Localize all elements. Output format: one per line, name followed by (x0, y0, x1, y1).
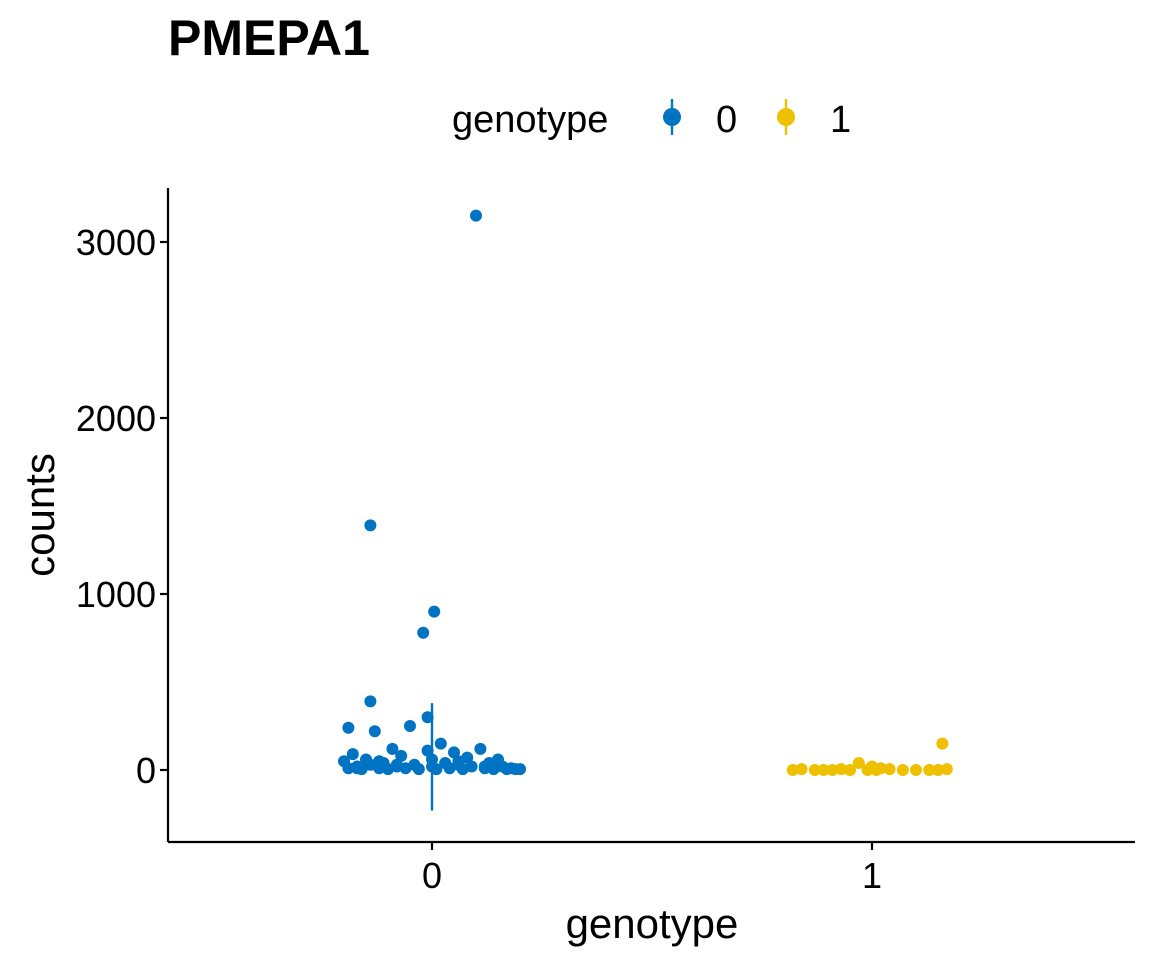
legend-entry-1: 1 (777, 99, 851, 141)
data-point (514, 763, 526, 776)
data-point (465, 760, 478, 773)
y-tick-label: 3000 (76, 222, 156, 263)
series-0 (338, 209, 526, 811)
data-point (346, 748, 359, 761)
y-tick-label: 2000 (76, 398, 156, 439)
x-tick-label: 1 (862, 855, 882, 896)
legend-key-point (777, 108, 795, 126)
data-point (795, 763, 808, 776)
data-point (936, 737, 949, 750)
data-point (351, 762, 364, 775)
data-point (412, 763, 425, 776)
data-point (808, 764, 821, 776)
legend-title: genotype (452, 99, 608, 141)
legend-key-point (663, 108, 681, 126)
data-point (896, 764, 909, 776)
data-point (452, 755, 465, 768)
legend-label: 0 (716, 99, 737, 141)
data-point (910, 764, 922, 776)
data-point (421, 711, 434, 724)
data-point (368, 725, 381, 738)
data-point (786, 764, 799, 776)
data-point (817, 764, 830, 776)
data-point (923, 764, 936, 776)
data-point (434, 737, 447, 750)
y-axis: 0 1000 2000 3000 (76, 188, 170, 842)
chart-title: PMEPA1 (168, 10, 370, 66)
data-point (478, 760, 491, 773)
data-point (874, 762, 887, 775)
data-point (835, 763, 848, 776)
data-point (940, 763, 953, 776)
x-tick-label: 0 (422, 855, 442, 896)
legend-label: 1 (830, 99, 851, 141)
data-point (364, 695, 377, 708)
data-point (428, 605, 441, 618)
data-point (474, 742, 487, 755)
y-axis-label: counts (16, 453, 63, 577)
y-tick-label: 1000 (76, 574, 156, 615)
x-axis-label: genotype (566, 900, 739, 947)
data-point (417, 626, 430, 639)
data-point (430, 763, 443, 776)
data-point (470, 209, 482, 222)
data-marks (338, 209, 953, 811)
data-point (852, 756, 865, 769)
series-1 (786, 737, 953, 776)
data-point (390, 758, 403, 771)
data-point (364, 519, 377, 532)
data-point (404, 720, 416, 732)
y-tick-label: 0 (136, 750, 156, 791)
data-point (342, 721, 355, 734)
data-point (826, 764, 839, 776)
legend-entry-0: 0 (663, 99, 737, 141)
data-point (386, 742, 399, 755)
data-point (883, 763, 896, 776)
data-point (932, 764, 944, 776)
data-point (373, 755, 386, 768)
data-point (844, 764, 856, 776)
